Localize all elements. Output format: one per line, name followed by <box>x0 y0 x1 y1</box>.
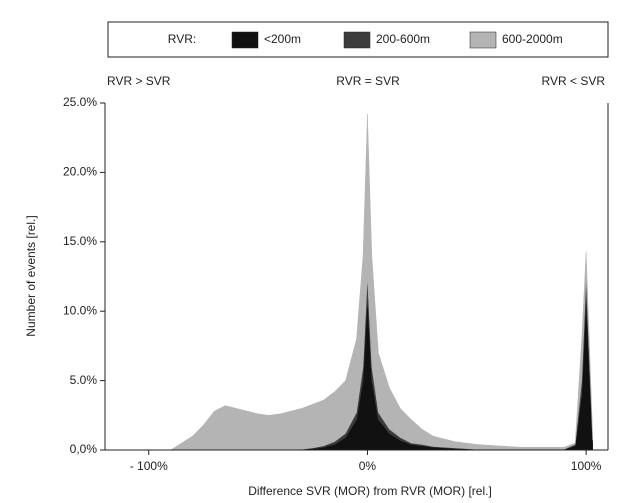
x-tick-label: 100% <box>571 459 602 473</box>
x-axis-label: Difference SVR (MOR) from RVR (MOR) [rel… <box>248 484 492 498</box>
legend-swatch <box>231 31 259 49</box>
legend-swatch <box>469 31 497 49</box>
annotation: RVR = SVR <box>336 74 400 88</box>
x-tick-label: - 100% <box>130 459 168 473</box>
y-tick-label: 20.0% <box>63 165 97 179</box>
y-tick-label: 0,0% <box>70 442 98 456</box>
legend-label: 600-2000m <box>502 32 563 46</box>
y-tick-label: 5.0% <box>70 373 98 387</box>
area <box>169 114 593 451</box>
y-axis-label: Number of events [rel.] <box>24 215 38 336</box>
y-tick-label: 25.0% <box>63 95 97 109</box>
legend-label: 200-600m <box>376 32 430 46</box>
y-tick-label: 15.0% <box>63 234 97 248</box>
annotation: RVR > SVR <box>107 74 171 88</box>
y-tick-label: 10.0% <box>63 303 97 317</box>
legend-swatch <box>343 31 371 49</box>
legend-title: RVR: <box>168 32 196 46</box>
annotation: RVR < SVR <box>542 74 606 88</box>
x-tick-label: 0% <box>359 459 377 473</box>
legend-label: <200m <box>264 32 301 46</box>
